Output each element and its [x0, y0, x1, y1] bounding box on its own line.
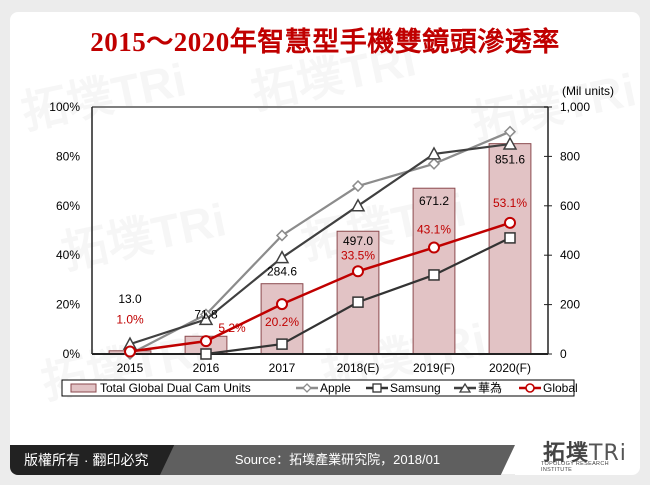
circle-marker — [124, 345, 136, 358]
global-pct-label: 1.0% — [116, 313, 144, 327]
x-axis-tick-label: 2016 — [193, 361, 220, 375]
right-axis-tick-label: 800 — [560, 149, 580, 163]
triangle-marker — [274, 250, 290, 264]
right-axis-tick-label: 400 — [560, 248, 580, 262]
footer: 版權所有 · 翻印必究 Source：拓墣產業研究院，2018/01 拓墣TRi… — [10, 431, 640, 475]
chart: 0% 20% 40% 60% 80% 100% 0 200 400 600 800 1,000 (Mil… — [49, 84, 614, 397]
triangle-marker — [426, 146, 442, 160]
diamond-marker — [503, 125, 517, 138]
bar-value-label: 851.6 — [495, 153, 525, 167]
diamond-marker — [351, 179, 365, 193]
right-axis-tick-label: 200 — [560, 298, 580, 312]
left-axis-tick-label: 40% — [56, 248, 80, 262]
left-axis-tick-label: 0% — [63, 347, 81, 361]
triangle-marker — [502, 136, 518, 150]
square-marker — [372, 383, 382, 393]
bar-value-label: 284.6 — [267, 265, 297, 279]
circle-marker — [276, 298, 288, 311]
bar-value-label: 497.0 — [343, 234, 373, 248]
circle-marker — [428, 241, 440, 254]
diamond-marker — [427, 157, 441, 170]
triangle-marker — [458, 382, 472, 393]
bar-value-label: 71.8 — [194, 307, 218, 321]
right-axis-tick-label: 600 — [560, 199, 580, 213]
global-pct-label: 53.1% — [493, 196, 527, 210]
logo-tri: TRi — [589, 441, 627, 466]
chart-title: 2015～2020年智慧型手機雙鏡頭滲透率 — [90, 27, 560, 57]
legend-bar-swatch — [70, 383, 97, 393]
x-axis-tick-label: 2015 — [117, 361, 144, 375]
diamond-marker — [275, 229, 289, 242]
left-axis-tick-label: 100% — [49, 100, 80, 114]
legend-label: Apple — [320, 381, 351, 395]
right-axis-tick-label: 0 — [560, 347, 567, 361]
legend-label: Samsung — [390, 381, 441, 395]
copyright-notice: 版權所有 · 翻印必究 — [10, 445, 180, 475]
square-marker — [428, 269, 440, 281]
circle-marker — [504, 216, 516, 229]
bar-value-label: 671.2 — [419, 194, 449, 208]
triangle-marker — [198, 311, 214, 326]
legend-label: Total Global Dual Cam Units — [100, 381, 251, 395]
source-note: Source：拓墣產業研究院，2018/01 — [160, 445, 515, 475]
tri-logo: 拓墣TRi TOPOLOGY RESEARCH INSTITUTE — [515, 431, 640, 475]
x-axis-tick-label: 2019(F) — [413, 361, 455, 375]
logo-subtitle: TOPOLOGY RESEARCH INSTITUTE — [541, 461, 609, 473]
legend-label: Global — [543, 381, 578, 395]
x-axis-tick-label: 2020(F) — [489, 361, 531, 375]
bar-value-label: 13.0 — [118, 292, 142, 306]
global-pct-label: 33.5% — [341, 248, 375, 262]
right-axis-unit-label: (Mil units) — [562, 84, 614, 98]
square-marker — [504, 232, 516, 244]
square-marker — [200, 348, 212, 360]
series-line-Global — [129, 221, 511, 353]
right-axis-tick-label: 1,000 — [560, 100, 590, 114]
circle-marker — [525, 383, 535, 393]
bar — [336, 230, 380, 355]
circle-marker — [352, 265, 364, 278]
logo-cn: 拓墣 — [543, 440, 590, 465]
global-pct-label: 20.2% — [265, 315, 299, 329]
logo-text: 拓墣TRi — [543, 435, 627, 467]
left-axis-tick-label: 60% — [56, 199, 80, 213]
square-marker — [352, 296, 364, 308]
global-pct-label: 5.2% — [218, 321, 246, 335]
left-axis-tick-label: 20% — [56, 298, 80, 312]
x-axis-tick-label: 2017 — [269, 361, 296, 375]
global-pct-label: 43.1% — [417, 223, 451, 237]
triangle-marker — [350, 198, 366, 212]
left-axis-tick-label: 80% — [56, 149, 80, 163]
circle-marker — [200, 335, 212, 348]
series-line-華為 — [129, 142, 511, 346]
slide-card — [10, 12, 640, 474]
series-line-Apple — [129, 130, 511, 355]
diamond-marker — [302, 383, 312, 393]
legend-label: 華為 — [478, 381, 502, 395]
square-marker — [276, 338, 288, 350]
bar — [488, 143, 532, 355]
x-axis-tick-label: 2018(E) — [337, 361, 380, 375]
